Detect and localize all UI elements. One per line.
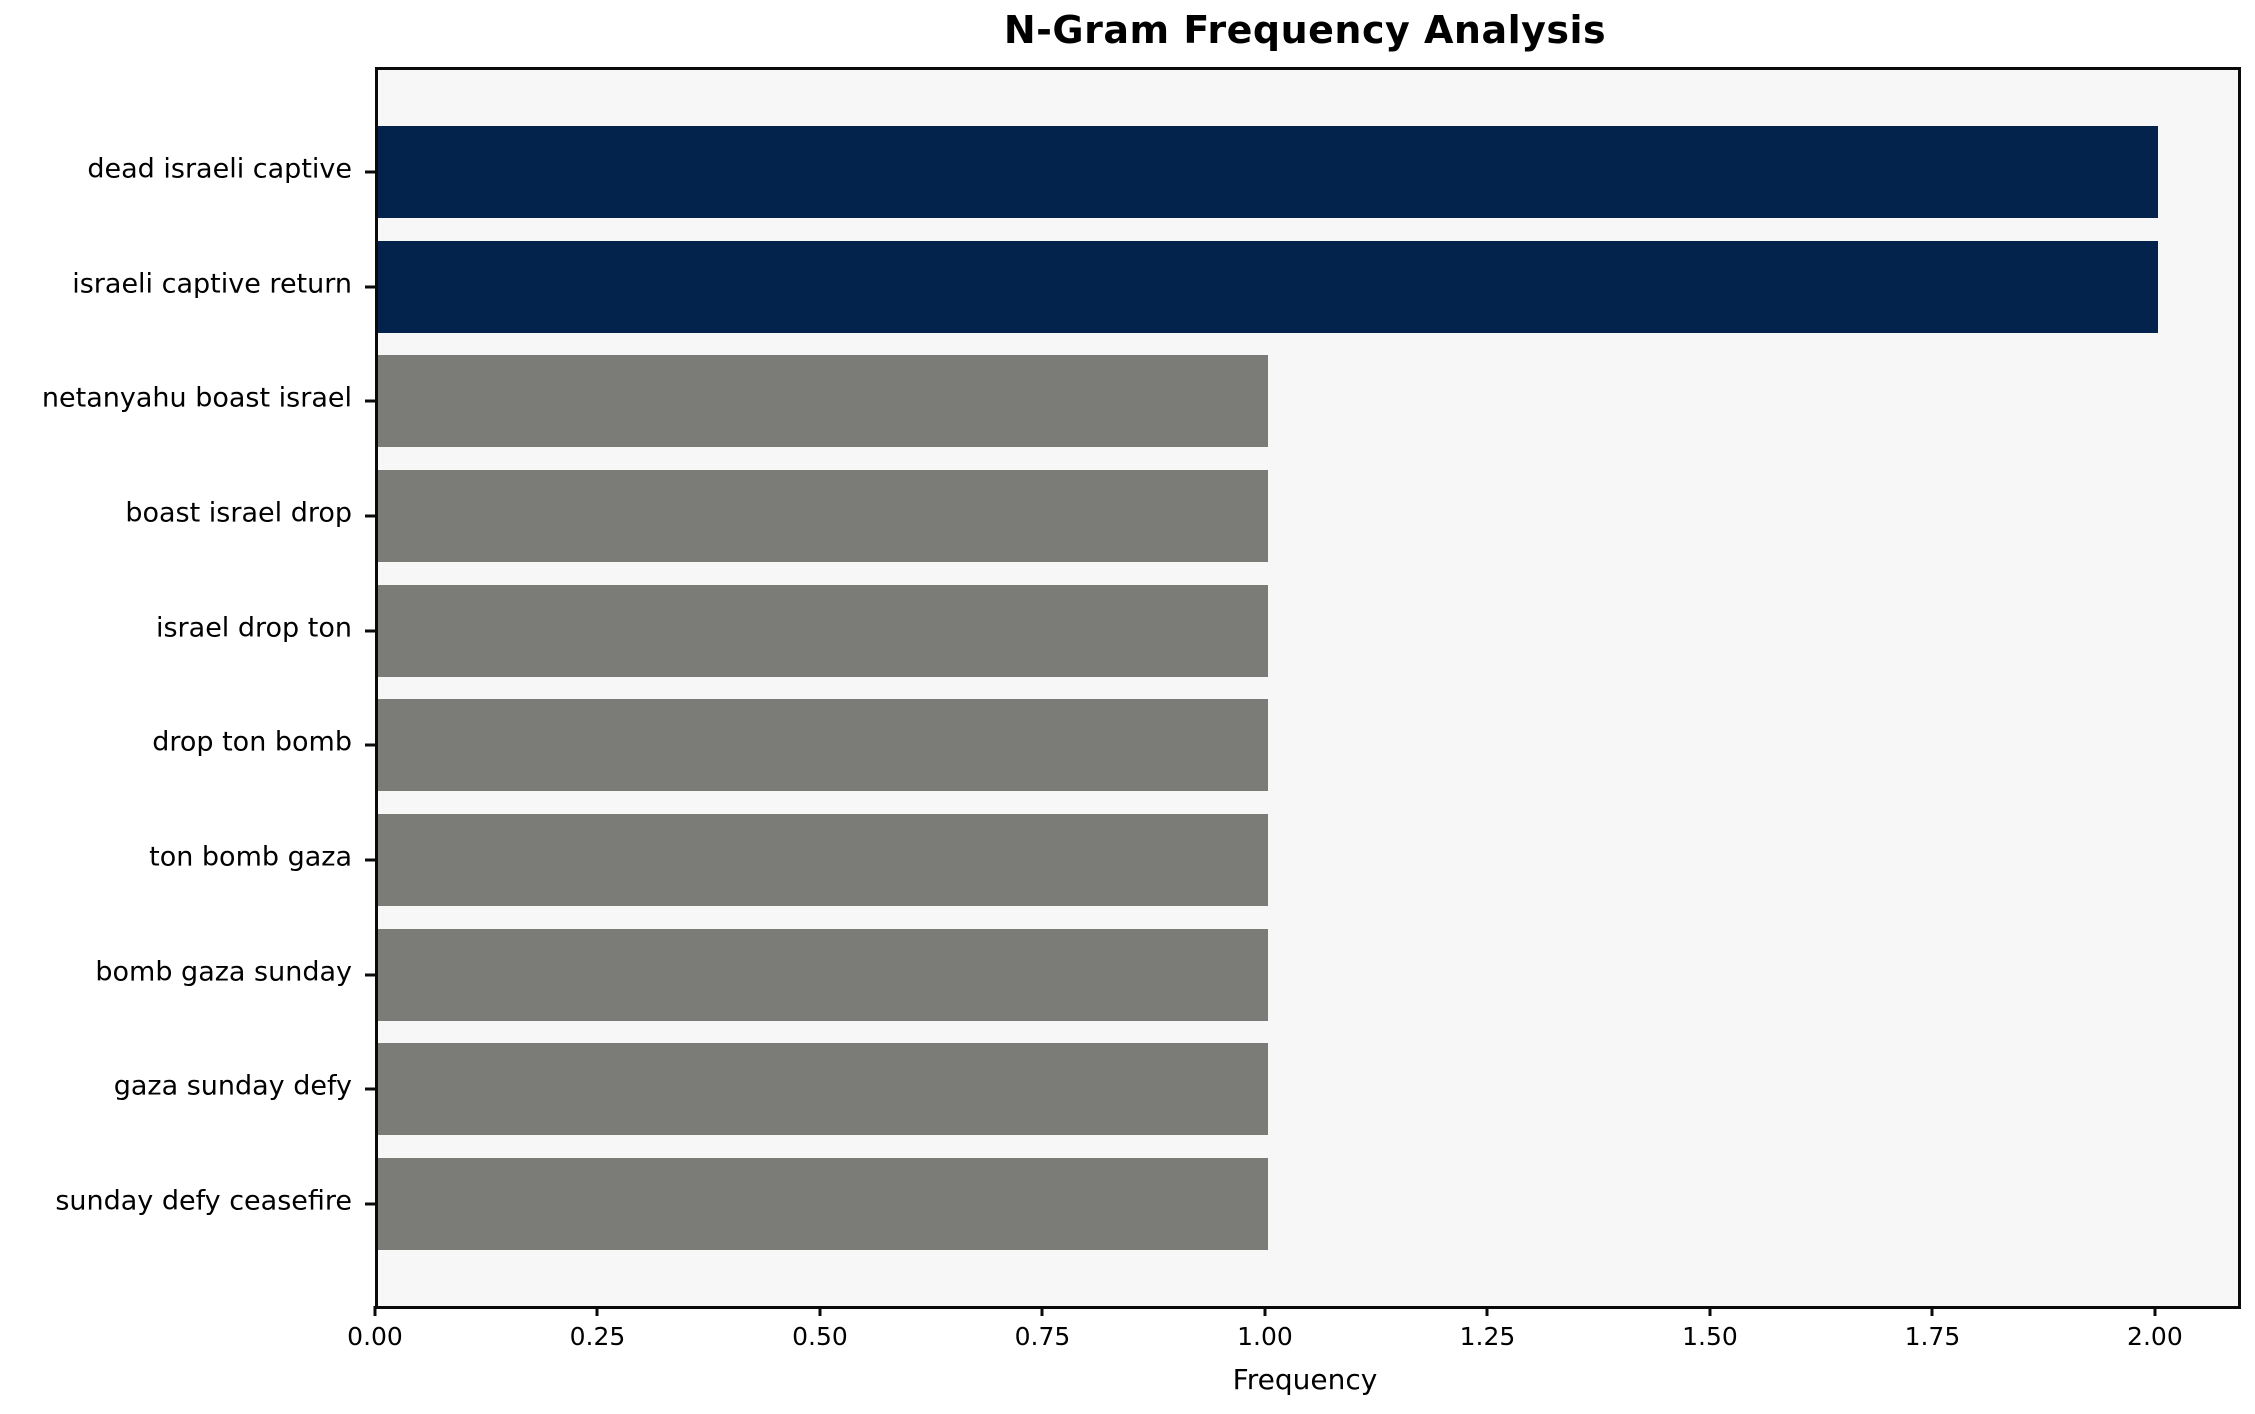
x-tick-label: 2.00 [2127,1322,2183,1351]
bar [378,240,2158,333]
y-tick-label: bomb gaza sunday [95,956,352,988]
y-axis-tick [365,399,375,403]
x-tick-label: 0.25 [569,1322,626,1351]
x-axis-tick [595,1306,599,1316]
x-tick-label: 1.00 [1237,1322,1293,1351]
x-axis-tick [2153,1306,2157,1316]
y-tick-label: gaza sunday defy [113,1070,352,1102]
y-tick-label: israel drop ton [155,612,352,644]
x-tick-label: 1.25 [1459,1322,1516,1351]
y-axis-labels: dead israeli captive israeli captive retu… [0,0,362,1414]
y-tick-label: ton bomb gaza [149,841,352,873]
y-axis-tick [365,743,375,747]
bar [378,584,1268,677]
x-axis-tick [1485,1306,1489,1316]
y-tick-label: boast israel drop [125,497,352,529]
x-tick-label: 1.50 [1682,1322,1738,1351]
y-axis-tick [365,1087,375,1091]
bar [378,1157,1268,1250]
plot-area [365,67,2241,1309]
y-axis-tick [365,858,375,862]
bar [378,813,1268,906]
chart-title: N-Gram Frequency Analysis [1003,8,1607,52]
bar [378,126,2158,219]
y-tick-label: dead israeli captive [87,153,352,185]
bar [378,928,1268,1021]
y-axis-tick [365,973,375,977]
y-tick-label: israeli captive return [72,268,352,300]
y-axis-tick [365,629,375,633]
x-axis-tick [1930,1306,1934,1316]
x-axis-tick [373,1306,377,1316]
x-tick-label: 0.50 [792,1322,848,1351]
y-tick-label: netanyahu boast israel [41,382,352,414]
y-axis-tick [365,1202,375,1206]
bar [378,470,1268,562]
x-axis-tick [1708,1306,1712,1316]
x-tick-label: 0.00 [347,1322,403,1351]
bar [378,355,1268,448]
y-axis-tick [365,170,375,174]
x-tick-label: 1.75 [1904,1322,1961,1351]
x-axis-tick [1040,1306,1044,1316]
y-axis-tick [365,285,375,289]
y-axis-tick [365,514,375,518]
x-axis-tick [818,1306,822,1316]
y-tick-label: drop ton bomb [152,726,352,758]
x-axis-title: Frequency [1232,1363,1378,1396]
y-tick-label: sunday defy ceasefire [55,1185,352,1217]
x-tick-label: 0.75 [1014,1322,1071,1351]
x-axis-tick [1263,1306,1267,1316]
bar [378,699,1268,792]
bar [378,1043,1268,1136]
